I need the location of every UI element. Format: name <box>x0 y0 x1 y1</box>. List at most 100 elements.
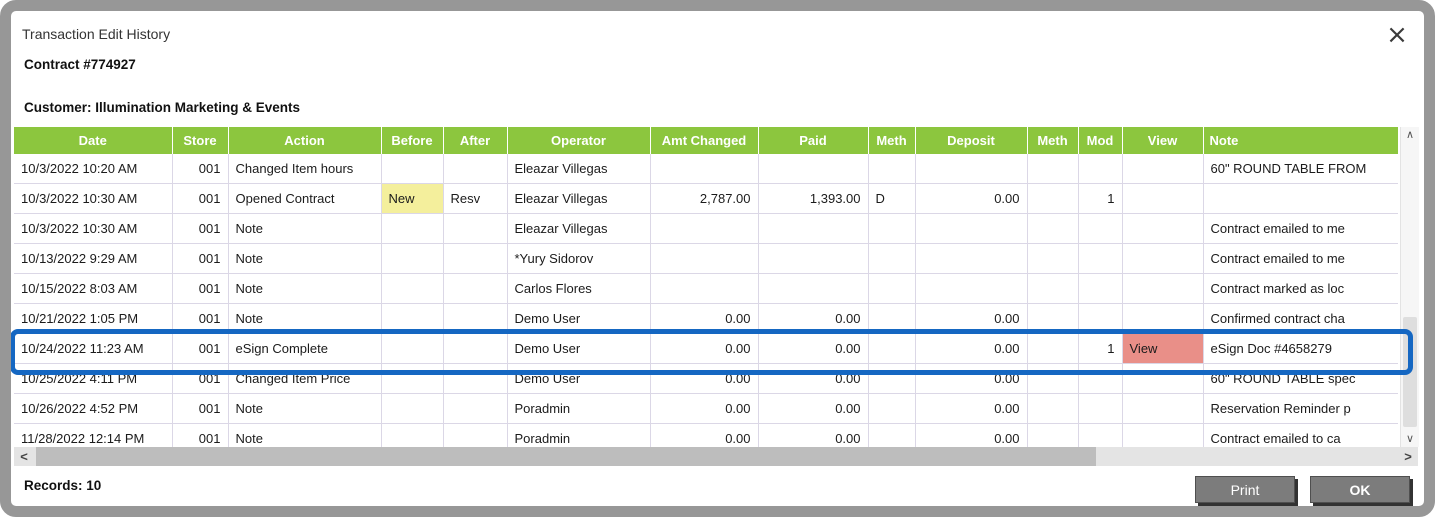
table-cell: 0.00 <box>650 303 759 334</box>
table-cell: 10/3/2022 10:20 AM <box>14 154 173 184</box>
table-row[interactable]: 10/25/2022 4:11 PM 001 Changed Item Price D… <box>14 363 1398 394</box>
table-cell <box>1122 213 1204 244</box>
ok-button[interactable]: OK <box>1310 476 1410 503</box>
table-cell <box>443 303 508 334</box>
table-cell: Eleazar Villegas <box>507 183 651 214</box>
table-cell <box>1027 183 1079 214</box>
table-cell <box>868 213 916 244</box>
table-cell: *Yury Sidorov <box>507 243 651 274</box>
table-cell: 0.00 <box>915 183 1028 214</box>
table-cell <box>381 213 444 244</box>
table-cell <box>1122 154 1204 184</box>
table-cell: Poradmin <box>507 393 651 424</box>
table-cell <box>1122 183 1204 214</box>
table-cell <box>1122 363 1204 394</box>
table-row[interactable]: 10/26/2022 4:52 PM 001 Note Poradmin 0.00 0.0… <box>14 393 1398 424</box>
table-cell <box>915 213 1028 244</box>
table-cell: Contract emailed to ca <box>1203 423 1398 447</box>
table-cell: Eleazar Villegas <box>507 213 651 244</box>
table-cell <box>1078 154 1123 184</box>
table-row[interactable]: 10/21/2022 1:05 PM 001 Note Demo User 0.00 0.… <box>14 303 1398 334</box>
vertical-scroll-thumb[interactable] <box>1403 317 1417 427</box>
table-cell: Demo User <box>507 363 651 394</box>
table-cell: 0.00 <box>758 423 869 447</box>
table-row[interactable]: 10/3/2022 10:30 AM 001 Note Eleazar Villega… <box>14 213 1398 244</box>
table-cell: 0.00 <box>915 363 1028 394</box>
table-cell <box>381 303 444 334</box>
table-row[interactable]: 10/3/2022 10:20 AM 001 Changed Item hours E… <box>14 154 1398 184</box>
column-header-date: Date <box>14 127 173 154</box>
table-cell <box>650 154 759 184</box>
table-cell: Reservation Reminder p <box>1203 393 1398 424</box>
column-header-deposit: Deposit <box>915 127 1028 154</box>
view-link[interactable]: View <box>1122 333 1204 364</box>
table-cell <box>1078 363 1123 394</box>
table-cell: Carlos Flores <box>507 273 651 304</box>
table-cell <box>868 363 916 394</box>
table-cell <box>1122 243 1204 274</box>
table-cell: 0.00 <box>758 393 869 424</box>
column-header-view: View <box>1122 127 1204 154</box>
table-cell: 0.00 <box>758 333 869 364</box>
table-row[interactable]: 10/15/2022 8:03 AM 001 Note Carlos Flores Co… <box>14 273 1398 304</box>
table-cell <box>758 154 869 184</box>
horizontal-scroll-thumb[interactable] <box>36 447 1096 466</box>
table-cell <box>1027 423 1079 447</box>
table-cell: 10/26/2022 4:52 PM <box>14 393 173 424</box>
column-header-meth: Meth <box>868 127 916 154</box>
scroll-left-icon[interactable]: < <box>20 449 28 464</box>
table-cell: 10/3/2022 10:30 AM <box>14 213 173 244</box>
table-cell <box>381 423 444 447</box>
table-cell: Note <box>228 213 382 244</box>
table-cell: Demo User <box>507 303 651 334</box>
vertical-scrollbar[interactable]: ∧ ∨ <box>1400 127 1419 447</box>
column-header-amt-changed: Amt Changed <box>650 127 759 154</box>
table-cell <box>443 154 508 184</box>
table-cell: Note <box>228 303 382 334</box>
table-cell <box>443 243 508 274</box>
table-cell <box>1078 273 1123 304</box>
table-cell: 0.00 <box>915 423 1028 447</box>
column-header-note: Note <box>1203 127 1398 154</box>
table-cell <box>758 273 869 304</box>
table-cell: eSign Complete <box>228 333 382 364</box>
table-row[interactable]: 11/28/2022 12:14 PM 001 Note Poradmin 0.00 0.… <box>14 423 1398 447</box>
table-cell <box>868 303 916 334</box>
table-cell: 1 <box>1078 333 1123 364</box>
table-cell: Contract marked as loc <box>1203 273 1398 304</box>
table-cell <box>1122 303 1204 334</box>
table-cell <box>1122 393 1204 424</box>
column-header-mod: Mod <box>1078 127 1123 154</box>
table-cell: 0.00 <box>650 423 759 447</box>
horizontal-scrollbar[interactable]: < > <box>14 447 1418 466</box>
table-cell: Demo User <box>507 333 651 364</box>
column-header-before: Before <box>381 127 444 154</box>
table-cell: 001 <box>172 183 229 214</box>
table-cell: Changed Item Price <box>228 363 382 394</box>
table-cell: 001 <box>172 333 229 364</box>
table-cell: 60" ROUND TABLE FROM <box>1203 154 1398 184</box>
scroll-down-icon[interactable]: ∨ <box>1405 433 1415 445</box>
table-cell <box>758 243 869 274</box>
table-cell: 001 <box>172 393 229 424</box>
close-icon[interactable]: × <box>1380 18 1414 52</box>
table-cell: 60" ROUND TABLE spec <box>1203 363 1398 394</box>
table-cell <box>868 393 916 424</box>
table-row-selected[interactable]: 10/24/2022 11:23 AM 001 eSign Complete Demo… <box>14 333 1398 364</box>
print-button[interactable]: Print <box>1195 476 1295 503</box>
table-cell: 10/25/2022 4:11 PM <box>14 363 173 394</box>
scroll-up-icon[interactable]: ∧ <box>1405 129 1415 141</box>
table-cell: Poradmin <box>507 423 651 447</box>
table-cell: 10/3/2022 10:30 AM <box>14 183 173 214</box>
history-table: Date Store Action Before After Operator Amt Ch… <box>14 127 1398 447</box>
table-cell <box>1078 303 1123 334</box>
table-row[interactable]: 10/13/2022 9:29 AM 001 Note *Yury Sidorov Co… <box>14 243 1398 274</box>
dialog-title: Transaction Edit History <box>22 26 171 42</box>
scroll-right-icon[interactable]: > <box>1404 449 1412 464</box>
table-cell: 0.00 <box>915 333 1028 364</box>
table-cell <box>1027 243 1079 274</box>
table-cell: 1 <box>1078 183 1123 214</box>
table-cell <box>915 273 1028 304</box>
table-row[interactable]: 10/3/2022 10:30 AM 001 Opened Contract New R… <box>14 183 1398 214</box>
